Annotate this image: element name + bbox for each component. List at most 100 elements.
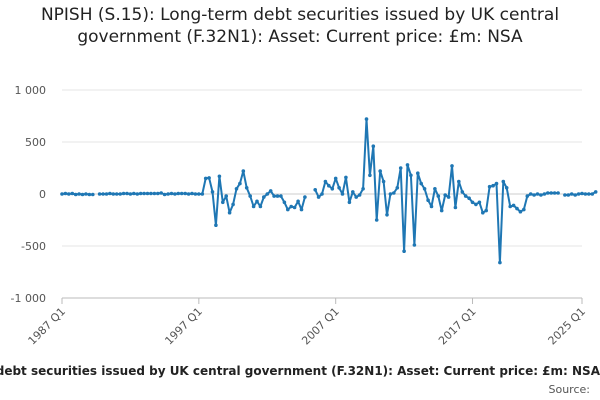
data-point <box>272 194 276 198</box>
source-label: Source: <box>548 383 591 396</box>
data-point <box>371 144 376 148</box>
data-point <box>152 191 157 196</box>
data-point <box>412 243 417 247</box>
data-point <box>381 179 386 184</box>
data-point <box>409 173 413 178</box>
data-point <box>494 181 499 186</box>
data-point <box>546 191 550 195</box>
legend-entry[interactable]: NPISH (S.15): Long-term debt securities … <box>0 364 600 382</box>
data-point <box>515 206 519 211</box>
data-point <box>593 190 598 194</box>
data-point <box>200 192 205 196</box>
data-point <box>587 192 591 196</box>
data-point <box>248 194 252 198</box>
data-point <box>563 193 567 197</box>
data-point <box>340 192 345 196</box>
data-point <box>186 192 191 196</box>
data-point <box>583 192 588 196</box>
data-point <box>457 179 461 184</box>
data-point <box>385 213 389 217</box>
y-tick-label: 1 000 <box>15 84 47 97</box>
data-point <box>330 187 335 191</box>
data-point <box>121 191 126 196</box>
axes <box>61 193 583 304</box>
data-point <box>460 190 465 194</box>
data-point <box>132 191 136 196</box>
data-point <box>504 186 509 190</box>
data-point <box>275 194 280 198</box>
data-point <box>162 192 167 197</box>
data-point <box>347 200 352 205</box>
data-point <box>84 192 88 196</box>
data-point <box>344 175 348 180</box>
data-point <box>135 192 140 196</box>
data-point <box>97 192 102 196</box>
data-point <box>231 202 235 207</box>
data-point <box>125 191 129 196</box>
data-point <box>320 192 324 196</box>
data-point <box>484 208 489 213</box>
data-point <box>296 199 300 204</box>
data-point <box>179 191 184 196</box>
data-point <box>156 191 160 196</box>
data-point <box>80 192 85 197</box>
data-point <box>569 192 574 196</box>
data-point <box>227 210 232 215</box>
data-point <box>511 203 516 208</box>
data-point <box>590 192 595 196</box>
data-point <box>60 192 64 196</box>
data-point <box>138 191 143 196</box>
data-point <box>214 223 218 227</box>
data-point <box>467 196 471 200</box>
data-point <box>255 199 259 204</box>
data-point <box>262 195 266 199</box>
data-point <box>426 198 430 202</box>
data-point <box>535 192 540 196</box>
data-point <box>258 204 263 209</box>
data-point <box>522 207 526 212</box>
data-point <box>299 207 304 212</box>
data-point <box>361 187 365 191</box>
chart-title: NPISH (S.15): Long-term debt securities … <box>40 5 560 47</box>
data-point <box>159 191 163 195</box>
y-tick-label: -1 000 <box>11 292 46 305</box>
series-layer <box>60 117 598 265</box>
data-point <box>190 191 194 196</box>
x-tick-label: 2017 Q1 <box>436 305 479 348</box>
data-point <box>351 190 355 194</box>
data-point <box>197 192 201 196</box>
data-point <box>173 192 177 196</box>
data-point <box>91 192 95 197</box>
x-tick-label: 1987 Q1 <box>26 305 69 348</box>
data-point <box>419 181 424 186</box>
data-point <box>398 166 403 170</box>
data-point <box>166 192 170 196</box>
data-point <box>422 187 427 191</box>
data-point <box>566 193 571 197</box>
data-point <box>292 205 297 210</box>
data-point <box>128 192 133 196</box>
data-point <box>265 192 270 196</box>
data-point <box>498 260 502 265</box>
data-point <box>63 191 68 196</box>
data-point <box>268 189 273 193</box>
legend-entry-label: NPISH (S.15): Long-term debt securities … <box>0 364 600 378</box>
data-point <box>238 181 242 186</box>
data-point <box>108 191 112 196</box>
data-point <box>446 195 451 199</box>
data-point <box>539 193 543 197</box>
data-point <box>221 200 225 205</box>
data-point <box>470 200 475 205</box>
x-tick-label: 2025 Q1 <box>546 305 589 348</box>
data-point <box>234 187 239 191</box>
data-point <box>501 179 506 184</box>
data-point <box>316 195 321 199</box>
x-tick-label: 1997 Q1 <box>162 305 205 348</box>
data-point <box>402 249 406 253</box>
data-point <box>532 193 536 197</box>
data-point <box>241 169 246 173</box>
data-point <box>481 210 485 215</box>
data-point <box>244 186 249 190</box>
data-point <box>77 192 81 196</box>
